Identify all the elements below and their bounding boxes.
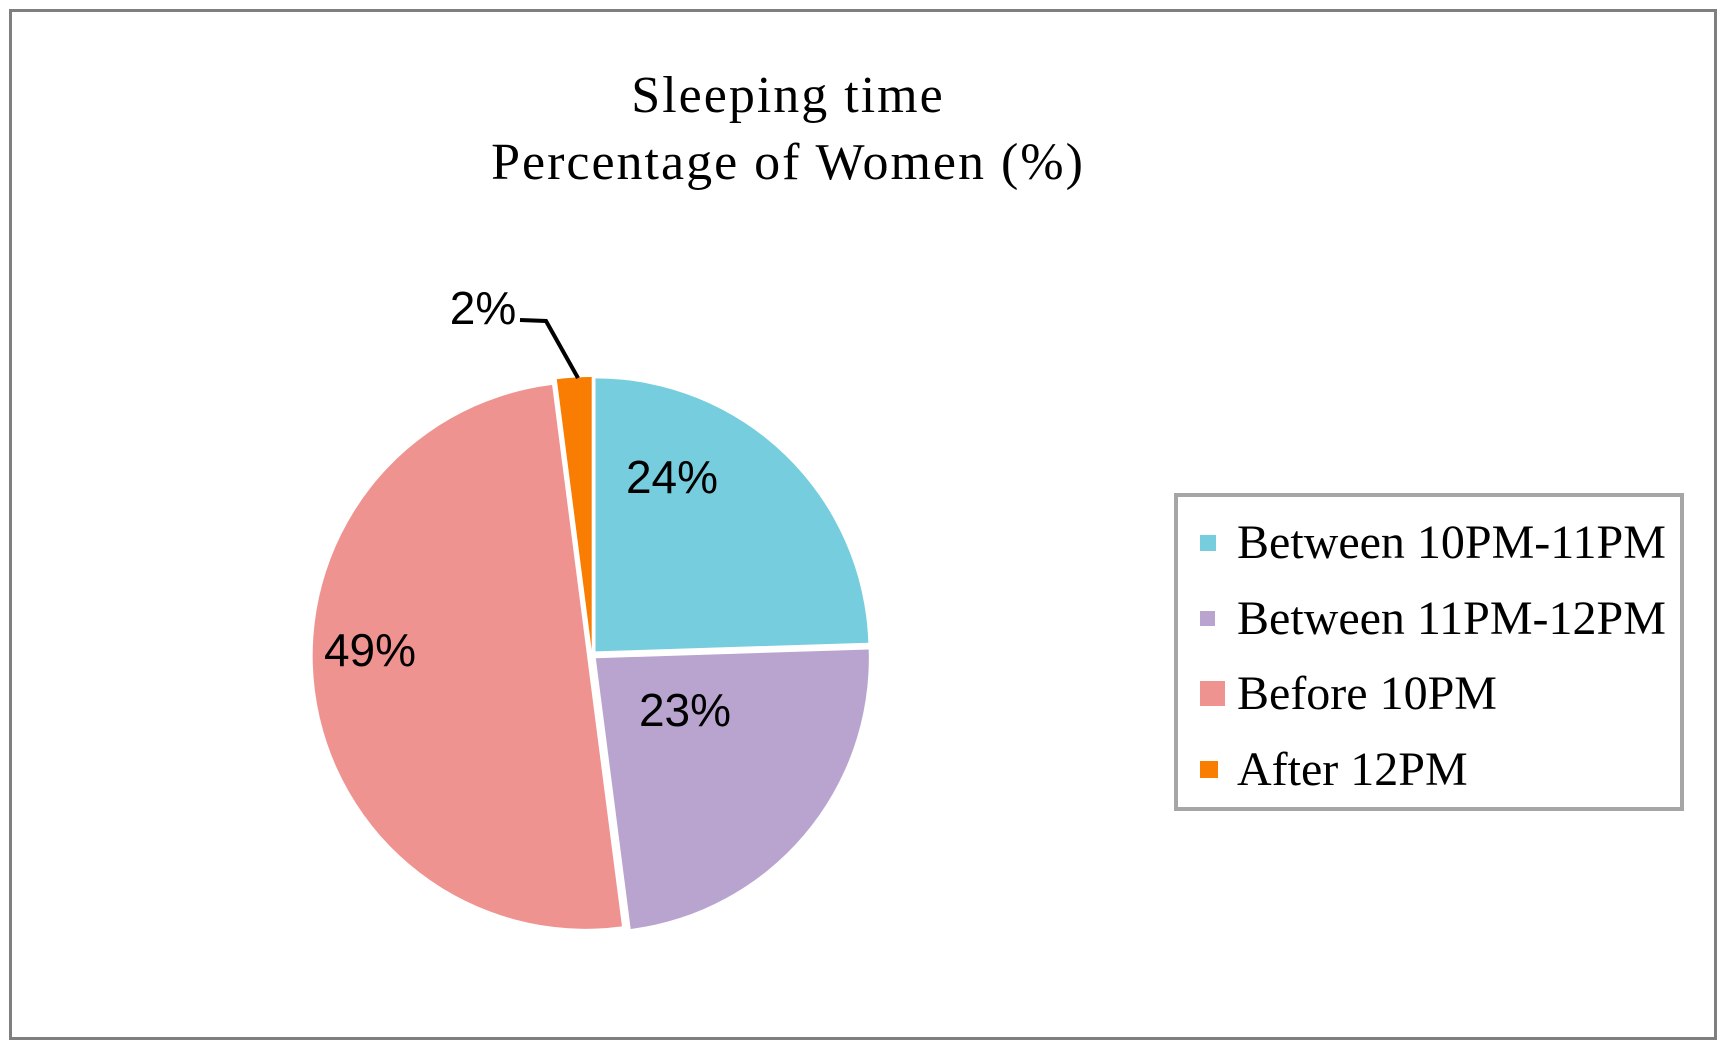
legend-label: Between 11PM-12PM	[1237, 591, 1666, 645]
chart-title: Sleeping time Percentage of Women (%)	[263, 62, 1313, 196]
legend-swatch-orange-icon	[1200, 760, 1218, 778]
legend-item-between-10pm-11pm[interactable]: Between 10PM-11PM	[1200, 505, 1680, 581]
legend-item-before-10pm[interactable]: Before 10PM	[1200, 656, 1680, 732]
pie-slice-between-10pm-11pm[interactable]	[595, 378, 869, 652]
chart-title-line2: Percentage of Women (%)	[491, 134, 1085, 191]
legend-label: Before 10PM	[1237, 667, 1497, 721]
pie-slice-after-12pm[interactable]	[556, 377, 592, 650]
legend-swatch-salmon-icon	[1200, 681, 1225, 707]
pie-slices	[312, 377, 869, 930]
legend-label: Between 10PM-11PM	[1237, 516, 1666, 570]
leader-line-2-percent	[519, 318, 580, 379]
legend-label: After 12PM	[1237, 742, 1468, 796]
data-label-49%: 49%	[324, 624, 416, 676]
legend-item-between-11pm-12pm[interactable]: Between 11PM-12PM	[1200, 581, 1680, 657]
legend-item-after-12pm[interactable]: After 12PM	[1200, 732, 1680, 808]
data-label-24%: 24%	[626, 451, 718, 503]
data-label-2%: 2%	[450, 282, 516, 334]
chart-legend: Between 10PM-11PM Between 11PM-12PM Befo…	[1174, 493, 1684, 811]
pie-data-labels: 24% 23% 49% 2%	[324, 282, 731, 736]
legend-swatch-cyan-icon	[1200, 534, 1216, 551]
chart-title-line1: Sleeping time	[631, 67, 945, 124]
data-label-23%: 23%	[639, 684, 731, 736]
pie-slice-before-10pm[interactable]	[312, 384, 622, 929]
legend-swatch-purple-icon	[1200, 610, 1215, 626]
pie-slice-between-11pm-12pm[interactable]	[595, 649, 869, 930]
